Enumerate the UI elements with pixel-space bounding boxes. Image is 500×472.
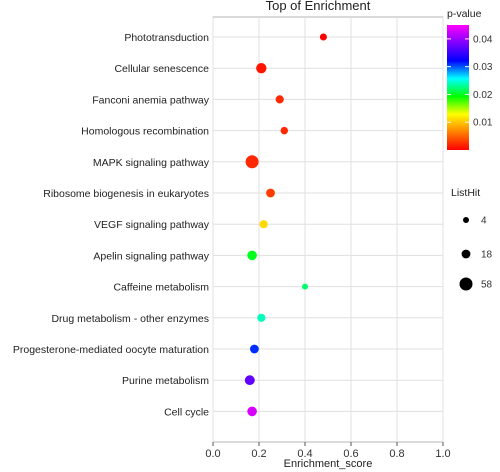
term-label: Apelin signaling pathway <box>93 250 209 262</box>
x-tick-label: 0.8 <box>389 448 404 460</box>
data-point <box>275 95 284 104</box>
x-tick-label: 0.6 <box>343 448 358 460</box>
plot-panel <box>212 16 444 443</box>
size-legend-title: ListHit <box>451 187 480 199</box>
size-legend: 4 18 58 <box>459 216 493 291</box>
term-label: Ribosome biogenesis in eukaryotes <box>43 188 209 200</box>
color-legend-tick-label: 0.02 <box>473 90 493 101</box>
size-legend-label: 18 <box>481 250 493 261</box>
term-label: Caffeine metabolism <box>113 282 209 294</box>
size-legend-dot <box>459 277 473 291</box>
data-point <box>247 406 257 417</box>
size-legend-dot <box>461 249 471 259</box>
data-point <box>247 250 257 261</box>
color-legend-ticks: 0.01 0.02 0.03 0.04 <box>447 34 493 129</box>
term-label: Homologous recombination <box>81 126 209 138</box>
size-legend-label: 58 <box>481 280 493 291</box>
x-axis-ticks: 0.0 0.2 0.4 0.6 0.8 1.0 <box>205 442 451 460</box>
data-point <box>244 375 255 386</box>
x-tick-label: 0.2 <box>251 448 266 460</box>
data-point <box>319 33 327 41</box>
data-point <box>250 344 259 354</box>
term-labels: Phototransduction Cellular senescence Fanc… <box>13 32 210 418</box>
term-label: VEGF signaling pathway <box>94 219 210 231</box>
points <box>244 33 327 417</box>
color-legend-bar <box>447 25 469 150</box>
x-axis-title: Enrichment_score <box>284 458 373 470</box>
term-label: Purine metabolism <box>122 375 209 387</box>
data-point <box>245 155 259 169</box>
x-tick-label: 0.4 <box>297 448 312 460</box>
term-label: Phototransduction <box>124 32 209 44</box>
x-tick-label: 1.0 <box>435 448 450 460</box>
color-legend-title: p-value <box>447 8 482 20</box>
data-point <box>302 283 308 290</box>
term-label: Drug metabolism - other enzymes <box>51 313 209 325</box>
chart-title: Top of Enrichment <box>266 0 371 13</box>
data-point <box>256 63 267 74</box>
data-point <box>266 188 275 198</box>
term-label: Cellular senescence <box>114 63 209 75</box>
term-label: Cell cycle <box>164 406 209 418</box>
color-legend-tick-label: 0.04 <box>473 34 493 45</box>
color-legend-tick-label: 0.03 <box>473 62 493 73</box>
size-legend-dot <box>463 217 469 223</box>
data-point <box>259 220 268 229</box>
size-legend-label: 4 <box>481 216 487 227</box>
x-tick-label: 0.0 <box>205 448 220 460</box>
color-legend-tick-label: 0.01 <box>473 118 493 129</box>
term-label: MAPK signaling pathway <box>93 157 210 169</box>
term-label: Progesterone-mediated oocyte maturation <box>13 344 209 356</box>
term-label: Fanconi anemia pathway <box>92 94 209 106</box>
data-point <box>280 126 289 135</box>
data-point <box>257 313 266 322</box>
